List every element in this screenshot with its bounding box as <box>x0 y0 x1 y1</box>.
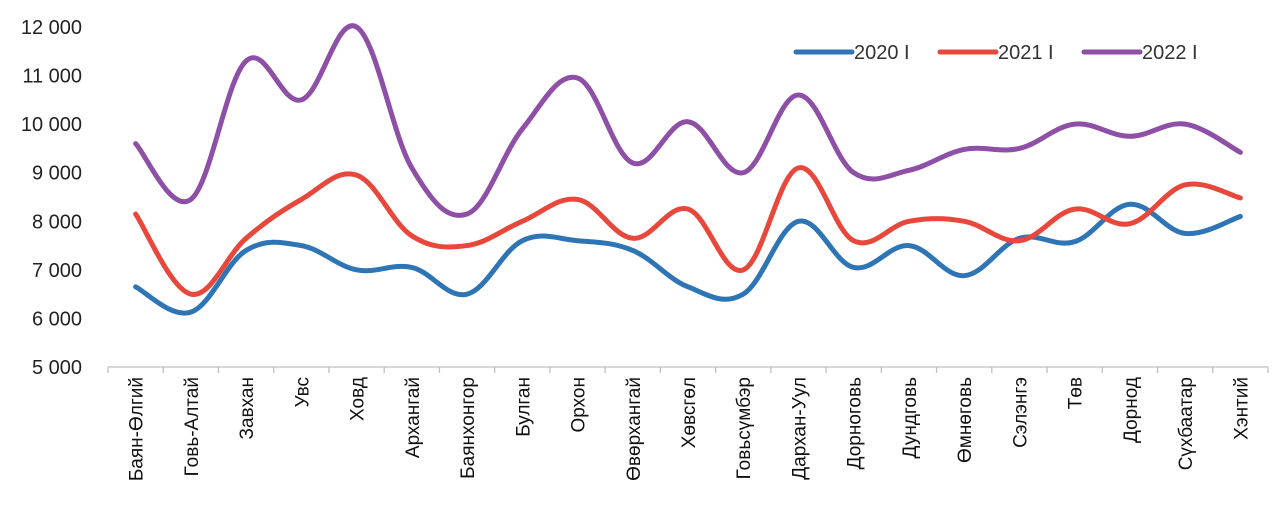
x-category-label: Өмнөговь <box>955 377 976 463</box>
y-tick-label: 5 000 <box>32 357 82 379</box>
series-line-2 <box>133 165 1243 297</box>
x-category-label: Хөвсгөл <box>679 377 700 448</box>
x-category-label: Баян-Өлгий <box>127 377 148 481</box>
x-category-label: Хэнтий <box>1231 377 1252 440</box>
x-category-label: Сүхбаатар <box>1176 377 1197 470</box>
y-axis-tick-labels: 5 000 6 000 7 000 8 000 9 000 10 000 11 000 12 … <box>21 17 82 379</box>
x-category-label: Дархан-Уул <box>789 377 810 480</box>
x-category-label: Орхон <box>569 377 590 432</box>
y-tick-label: 9 000 <box>32 163 82 185</box>
y-tick-label: 12 000 <box>21 17 82 39</box>
x-category-label: Говь-Алтай <box>182 377 203 476</box>
x-category-label: Завхан <box>237 377 258 439</box>
legend-label: 2022 I <box>1142 42 1198 64</box>
x-category-label: Сэлэнгэ <box>1010 377 1031 448</box>
x-category-label: Өвөрхангай <box>624 377 645 481</box>
series-line-1 <box>133 201 1243 316</box>
x-category-label: Төв <box>1066 377 1087 409</box>
x-category-label: Увс <box>292 377 313 407</box>
x-category-label: Ховд <box>348 377 369 421</box>
x-category-label: Говьсүмбэр <box>734 377 755 479</box>
x-category-label: Архангай <box>403 377 424 458</box>
series-line-3 <box>133 23 1243 218</box>
y-tick-label: 8 000 <box>32 211 82 233</box>
legend-label: 2021 I <box>998 42 1054 64</box>
y-tick-label: 7 000 <box>32 260 82 282</box>
y-tick-label: 10 000 <box>21 114 82 136</box>
legend-label: 2020 I <box>854 42 910 64</box>
legend: 2020 I 2021 I 2022 I <box>793 42 1198 64</box>
x-category-label: Баянхонгор <box>458 377 479 479</box>
y-tick-label: 11 000 <box>22 66 82 88</box>
x-category-label: Дорноговь <box>845 377 866 469</box>
x-category-label: Дорнод <box>1121 377 1142 443</box>
x-category-label: Дундговь <box>900 377 921 459</box>
series-lines <box>133 23 1243 316</box>
x-axis: Баян-Өлгий Говь-Алтай Завхан Увс Ховд Арханга… <box>107 366 1269 481</box>
y-tick-label: 6 000 <box>32 308 82 330</box>
x-category-label: Булган <box>513 377 534 437</box>
